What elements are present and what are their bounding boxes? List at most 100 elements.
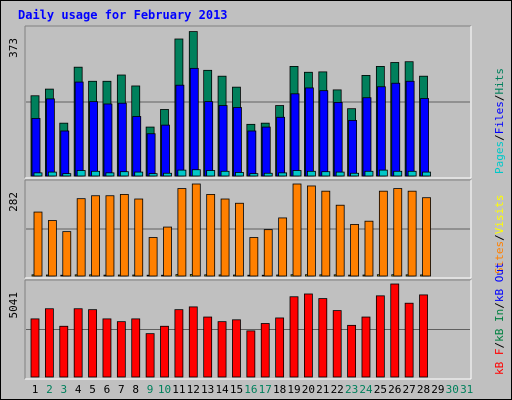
kbf-bar — [318, 298, 328, 378]
files-bar — [189, 67, 199, 177]
day-label-26: 26 — [388, 383, 401, 396]
kbytes-legend: kB F/kB In/kB Out — [493, 262, 506, 375]
sites-bar — [163, 226, 172, 277]
day-label-11: 11 — [172, 383, 185, 396]
files-bar — [290, 93, 300, 177]
sites-bar — [422, 197, 431, 277]
day-label-17: 17 — [259, 383, 272, 396]
files-bar — [31, 118, 41, 177]
kbf-bar — [30, 318, 40, 378]
sites-bar — [33, 211, 43, 277]
kbf-bar — [246, 330, 256, 378]
day-label-25: 25 — [374, 383, 387, 396]
pages-bar — [263, 172, 273, 177]
files-bar — [305, 87, 314, 177]
sites-bar — [378, 190, 388, 277]
kbf-bar — [203, 316, 213, 378]
pages-bar — [47, 171, 57, 177]
pages-bar — [163, 172, 172, 177]
files-bar — [276, 116, 286, 177]
sites-bar — [47, 220, 57, 277]
sites-bar — [321, 190, 331, 277]
visits-sites-panel: 282 Sites/Visits — [7, 179, 506, 279]
requests-legend-separator: / — [493, 134, 506, 141]
pages-bar — [206, 170, 216, 177]
files-bar — [218, 105, 228, 177]
sites-bar — [119, 194, 129, 277]
kbytes-y-max-label: 5041 — [7, 292, 20, 319]
sites-bar — [292, 183, 302, 277]
kbf-bar — [217, 321, 227, 378]
visits-y-max-label: 282 — [7, 192, 20, 212]
kbf-bar — [116, 321, 126, 378]
pages-bar — [134, 171, 144, 177]
visits-legend-separator: / — [493, 234, 506, 241]
kbf-bar — [59, 325, 69, 378]
pages-bar — [422, 171, 431, 177]
pages-bar — [350, 172, 359, 177]
legend-visits: Visits — [493, 195, 506, 235]
kbf-bar — [332, 310, 342, 378]
pages-bar — [105, 172, 115, 177]
files-bar — [204, 101, 214, 177]
sites-bar — [206, 194, 216, 277]
day-label-14: 14 — [215, 383, 229, 396]
sites-bar — [148, 237, 158, 277]
files-bar — [362, 97, 372, 177]
pages-bar — [407, 170, 417, 177]
pages-bar — [307, 170, 316, 177]
pages-bar — [364, 170, 374, 177]
visits-legend: Sites/Visits — [493, 195, 506, 275]
day-label-29: 29 — [431, 383, 444, 396]
legend-sites: Sites — [493, 241, 506, 274]
files-bar — [117, 102, 127, 177]
files-bar — [175, 84, 185, 177]
kbf-bar — [304, 293, 313, 378]
day-label-7: 7 — [118, 383, 125, 396]
kbf-bar — [260, 323, 270, 378]
day-label-20: 20 — [302, 383, 315, 396]
sites-bar — [177, 188, 187, 277]
day-label-24: 24 — [359, 383, 373, 396]
kbf-bar — [375, 295, 385, 378]
sites-bar — [105, 195, 115, 277]
pages-bar — [378, 169, 388, 177]
day-label-2: 2 — [46, 383, 53, 396]
kbf-bar — [160, 325, 169, 378]
legend-files: Files — [493, 101, 506, 134]
sites-bar — [407, 190, 417, 277]
files-bar — [74, 81, 84, 177]
files-bar — [319, 90, 329, 177]
files-bar — [103, 103, 113, 177]
day-label-19: 19 — [287, 383, 300, 396]
kbytes-legend-separator: / — [493, 302, 506, 309]
sites-bar — [364, 220, 374, 277]
kbf-bar — [145, 333, 155, 378]
sites-bar — [307, 185, 316, 277]
pages-bar — [76, 170, 86, 177]
pages-bar — [62, 173, 72, 177]
kbf-bar — [44, 308, 54, 378]
day-label-16: 16 — [244, 383, 257, 396]
files-bar — [348, 120, 357, 177]
day-label-28: 28 — [417, 383, 430, 396]
kbytes-legend-separator: / — [493, 342, 506, 349]
pages-bar — [335, 171, 345, 177]
legend-kb-f: kB F — [493, 349, 506, 376]
kbf-bar — [102, 318, 112, 378]
kbf-bar — [275, 317, 285, 378]
kbf-bar — [289, 296, 299, 378]
kbf-bar — [73, 308, 83, 378]
day-label-5: 5 — [89, 383, 96, 396]
kbf-bar — [88, 309, 97, 378]
files-bar — [391, 82, 401, 177]
sites-bar — [235, 202, 244, 277]
pages-bar — [33, 172, 43, 177]
day-label-9: 9 — [147, 383, 154, 396]
sites-bar — [191, 183, 201, 277]
day-label-10: 10 — [158, 383, 171, 396]
files-bar — [333, 102, 343, 177]
day-label-3: 3 — [60, 383, 67, 396]
kbf-bar — [390, 283, 400, 378]
